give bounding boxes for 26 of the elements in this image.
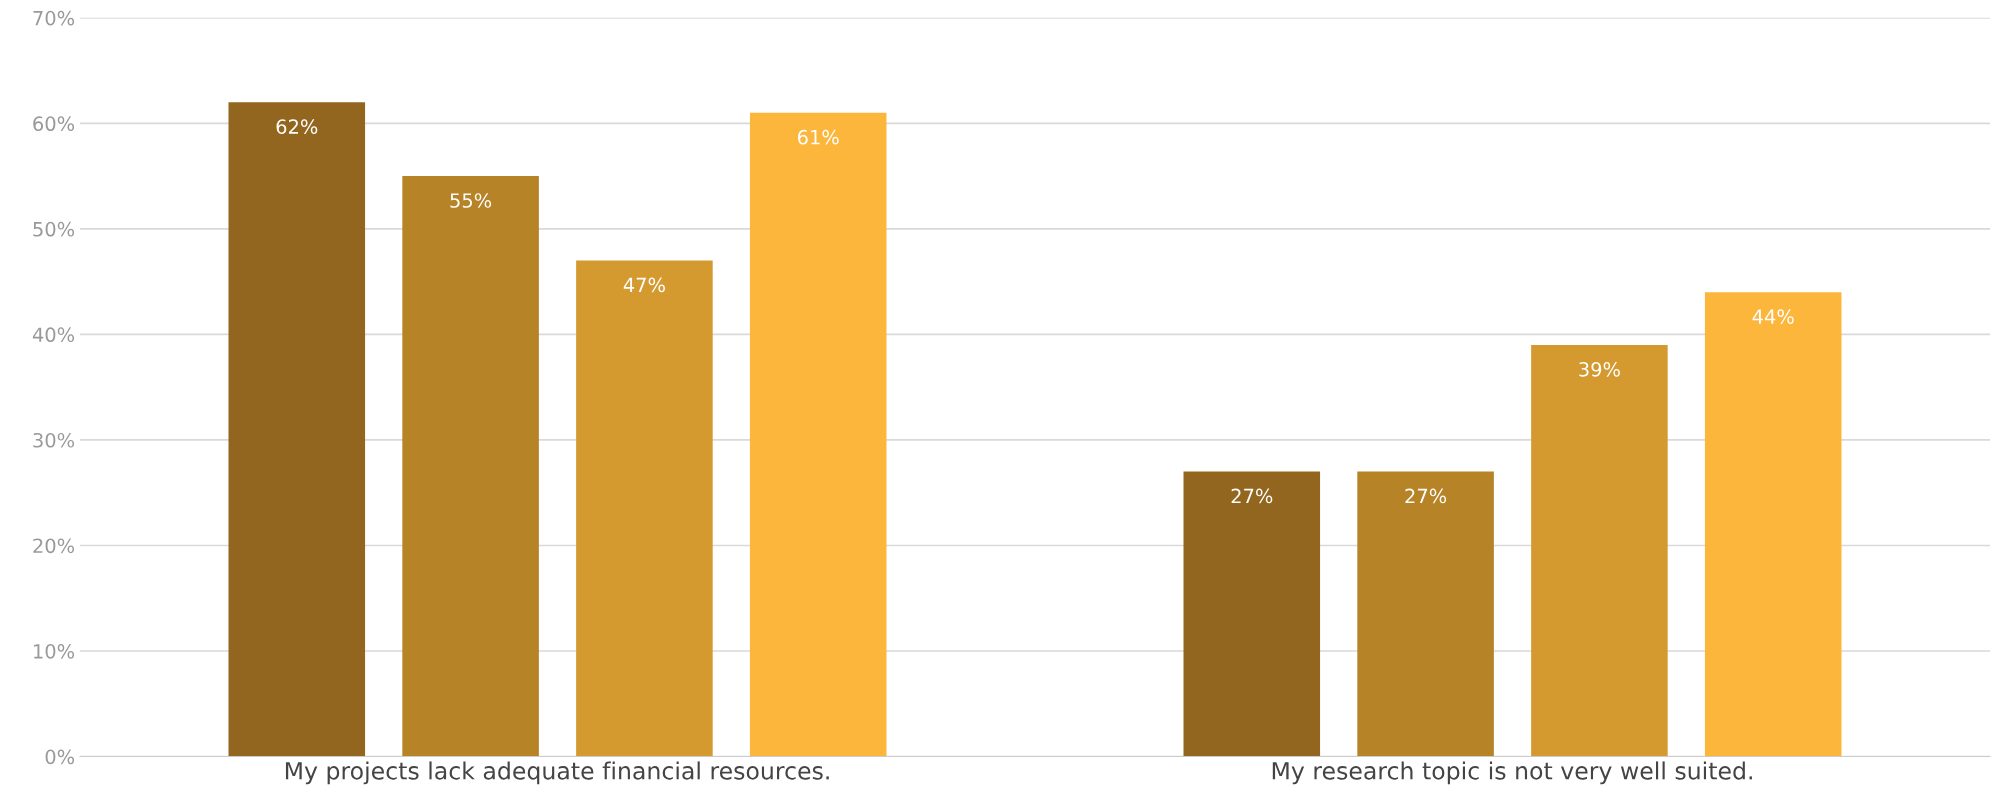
bar: [576, 260, 713, 757]
data-label: 47%: [623, 277, 665, 293]
x-tick-label: My research topic is not very well suited.: [1272, 761, 1752, 785]
bar: [1183, 471, 1321, 757]
y-tick-label: 50%: [33, 221, 75, 237]
y-tick-label: 0%: [45, 749, 75, 765]
bar: [228, 102, 366, 757]
y-tick-label: 40%: [32, 327, 75, 343]
y-tick-label: 60%: [33, 116, 75, 132]
y-tick-label: 70%: [33, 10, 75, 26]
data-label: 62%: [276, 119, 318, 134]
y-tick-label: 20%: [33, 538, 75, 554]
data-label: 27%: [1231, 488, 1273, 504]
y-tick-label: 30%: [33, 432, 75, 448]
data-label: 44%: [1752, 309, 1794, 324]
bar: [402, 176, 539, 757]
y-tick-label: 10%: [34, 643, 75, 659]
data-label: 61%: [797, 129, 839, 145]
bar: [1531, 344, 1668, 757]
bar: [1704, 292, 1842, 757]
x-tick-label: My projects lack adequate financial resources.: [285, 761, 829, 785]
data-label: 55%: [450, 193, 492, 208]
bar: [1357, 471, 1494, 757]
data-label: 39%: [1579, 361, 1620, 377]
bar: [749, 112, 887, 757]
data-label: 27%: [1405, 488, 1447, 504]
